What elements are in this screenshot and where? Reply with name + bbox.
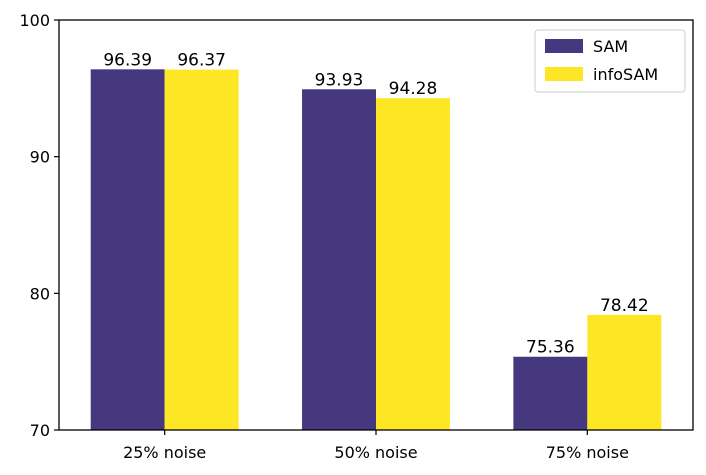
y-tick-label: 90 <box>30 148 50 167</box>
bar-value-labels: 96.39 93.93 75.36 96.37 94.28 78.42 <box>103 50 648 357</box>
bar-value-label: 96.37 <box>177 51 226 71</box>
bars-layer <box>90 69 662 431</box>
bar-SAM-75-noise <box>513 356 588 430</box>
legend-label-infosam: infoSAM <box>593 65 658 84</box>
y-tick-label: 80 <box>30 284 50 303</box>
bar-infoSAM-25-noise <box>164 69 239 431</box>
x-tick-label: 50% noise <box>334 443 417 462</box>
legend-label-sam: SAM <box>593 37 628 56</box>
bar-SAM-50-noise <box>302 89 376 430</box>
legend-swatch-sam <box>545 39 583 53</box>
x-tick-label: 75% noise <box>546 443 629 462</box>
axes: 70 80 90 100 25% noise 50% noise 75% noise <box>19 11 694 462</box>
legend-swatch-infosam <box>545 67 583 81</box>
legend: SAM infoSAM <box>534 29 686 93</box>
bar-value-label: 96.39 <box>103 50 152 70</box>
bar-value-label: 93.93 <box>315 70 364 90</box>
bar-infoSAM-50-noise <box>376 98 450 430</box>
bar-SAM-25-noise <box>90 69 165 430</box>
bar-value-label: 78.42 <box>600 296 649 316</box>
x-tick-label: 25% noise <box>123 443 206 462</box>
y-tick-label: 70 <box>30 421 50 440</box>
y-tick-label: 100 <box>19 11 50 30</box>
bar-infoSAM-75-noise <box>587 314 662 430</box>
bar-value-label: 75.36 <box>526 338 575 358</box>
bar-value-label: 94.28 <box>389 79 438 99</box>
